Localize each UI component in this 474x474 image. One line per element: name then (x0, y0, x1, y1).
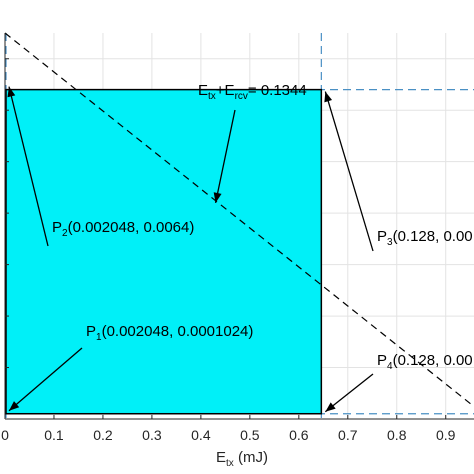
arrow-p2-head (7, 86, 16, 98)
feasible-region-rectangle (5, 88, 323, 415)
constraint-arrow-head (213, 192, 222, 203)
x-tick-label: 0.7 (338, 427, 358, 443)
x-axis-label: Etx (mJ) (216, 449, 268, 469)
annotation-subscript: 4 (387, 361, 393, 372)
constraint-label: Etx+Ercv= 0.1344 (198, 82, 307, 102)
x-axis-label-subscript: tx (226, 458, 234, 469)
x-tick-label: 0.9 (436, 427, 456, 443)
annotation-subscript: 3 (387, 237, 393, 248)
annotation-p2: P2(0.002048, 0.0064) (52, 219, 194, 239)
x-tick-label: 0.1 (44, 427, 64, 443)
annotation-coordinates: (0.002048, 0.0064) (68, 219, 195, 236)
x-tick-label: 0 (1, 427, 9, 443)
constraint-label-part: +E (216, 82, 235, 99)
arrow-p4 (324, 373, 374, 413)
annotation-name: P (377, 228, 387, 245)
annotation-subscript: 2 (62, 228, 68, 239)
arrow-p1-head (9, 401, 20, 411)
annotation-name: P (52, 219, 62, 236)
arrow-p1 (8, 347, 83, 412)
constraint-label-part: = 0.1344 (248, 82, 307, 99)
constraint-label-part: tx (208, 91, 216, 102)
x-tick-label: 0.8 (387, 427, 407, 443)
annotation-arrows (7, 86, 374, 413)
x-tick-label: 0.2 (93, 427, 113, 443)
annotation-coordinates: (0.128, 0.00 (393, 228, 473, 245)
x-tick-label: 0.5 (240, 427, 260, 443)
x-axis-label-main: E (216, 449, 226, 466)
constraint-label-part: E (198, 82, 208, 99)
arrow-p2 (8, 86, 49, 247)
arrow-p4-head (325, 402, 336, 412)
annotation-name: P (86, 323, 96, 340)
annotation-p4: P4(0.128, 0.00 (377, 352, 473, 372)
annotation-p1: P1(0.002048, 0.0001024) (86, 323, 253, 343)
annotation-coordinates: (0.128, 0.00 (393, 352, 473, 369)
constraint-line (4, 32, 474, 408)
axis-ticks: 0 0.1 0.2 0.3 0.4 0.5 0.6 0.7 0.8 0.9 (1, 58, 456, 443)
x-tick-label: 0.3 (142, 427, 162, 443)
x-tick-label: 0.6 (289, 427, 309, 443)
annotation-coordinates: (0.002048, 0.0001024) (102, 323, 254, 340)
constraint-label-part: rcv (235, 91, 248, 102)
constraint-arrow (214, 109, 236, 203)
arrow-p3-head (324, 91, 333, 103)
x-axis-label-unit: (mJ) (234, 449, 268, 466)
annotation-subscript: 1 (96, 332, 102, 343)
arrow-p3 (324, 91, 374, 252)
x-tick-label: 0.4 (191, 427, 211, 443)
annotation-p3: P3(0.128, 0.00 (377, 228, 473, 248)
annotation-name: P (377, 352, 387, 369)
